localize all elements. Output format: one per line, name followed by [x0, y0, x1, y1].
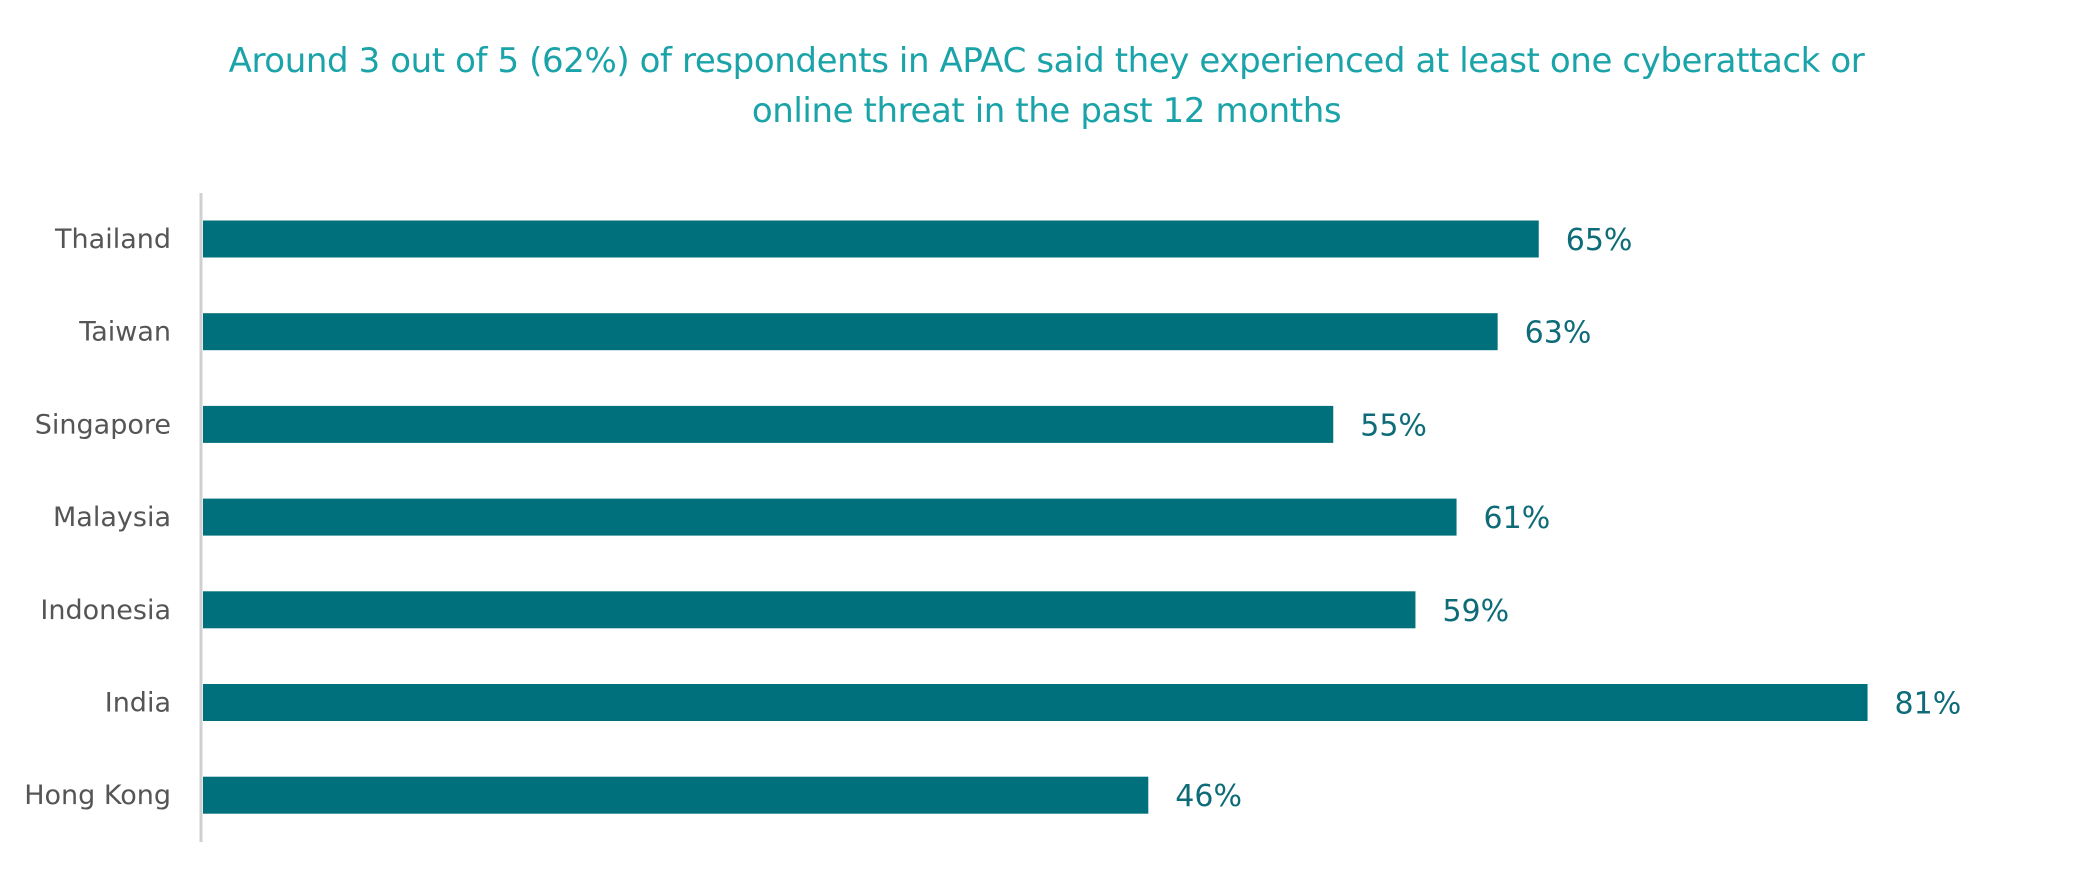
- chart-title: Around 3 out of 5 (62%) of respondents i…: [0, 36, 2093, 136]
- value-label: 55%: [1360, 408, 1427, 443]
- bar-malaysia: [203, 498, 1457, 536]
- bar-india: [203, 684, 1868, 721]
- bar-taiwan: [203, 313, 1498, 351]
- category-label: Singapore: [35, 409, 171, 440]
- bars-group: Thailand 65% Taiwan 63% Singapore 55% Malaysia…: [24, 220, 1962, 814]
- value-label: 65%: [1566, 223, 1633, 258]
- chart-title-line-2: online threat in the past 12 months: [751, 91, 1342, 131]
- value-label: 46%: [1175, 779, 1242, 814]
- bar-thailand: [203, 220, 1539, 258]
- category-label: Indonesia: [40, 595, 171, 626]
- bar-indonesia: [203, 591, 1416, 629]
- category-label: Malaysia: [53, 502, 171, 533]
- category-label: Hong Kong: [24, 780, 171, 811]
- value-label: 81%: [1895, 687, 1962, 722]
- category-label: Thailand: [54, 224, 171, 255]
- bar-hong-kong: [203, 776, 1149, 814]
- chart-title-line-1: Around 3 out of 5 (62%) of respondents i…: [228, 41, 1865, 81]
- category-label: Taiwan: [78, 317, 171, 348]
- category-label: India: [105, 688, 171, 719]
- value-label: 61%: [1484, 501, 1551, 536]
- bar-singapore: [203, 405, 1334, 443]
- value-label: 59%: [1442, 594, 1509, 629]
- value-label: 63%: [1525, 316, 1592, 351]
